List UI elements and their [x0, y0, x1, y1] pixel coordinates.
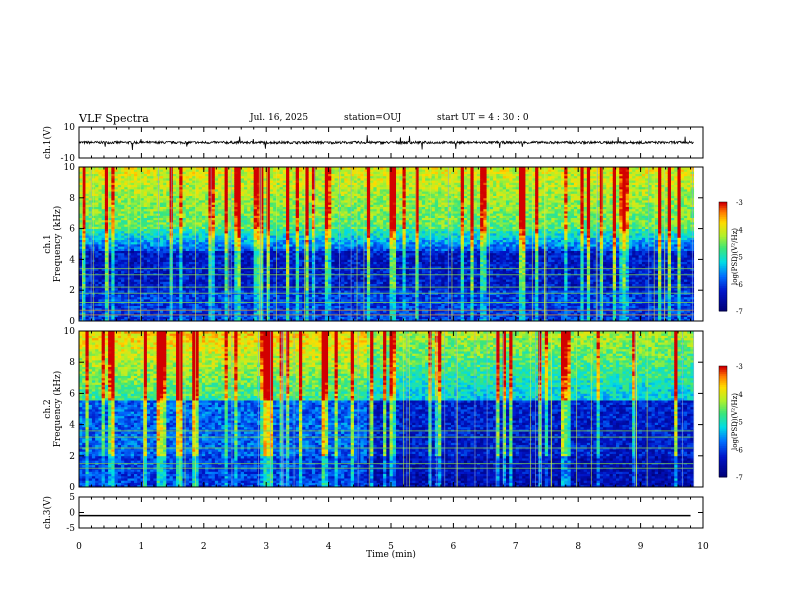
ch1-trace — [79, 135, 694, 150]
ch1-waveform-ytick-label: 10 — [64, 123, 76, 133]
ch1-spectrogram-cells — [79, 167, 694, 321]
ch1-ylabel: ch.1(V) — [42, 126, 53, 159]
